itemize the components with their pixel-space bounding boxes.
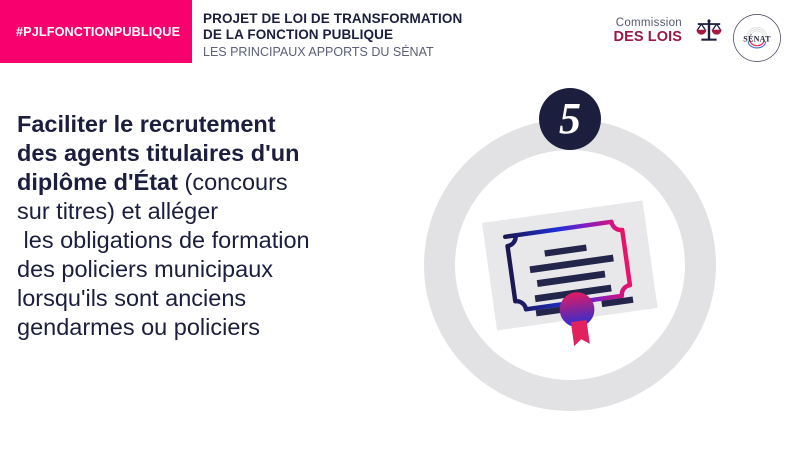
svg-text:SÉNAT: SÉNAT <box>743 33 771 43</box>
